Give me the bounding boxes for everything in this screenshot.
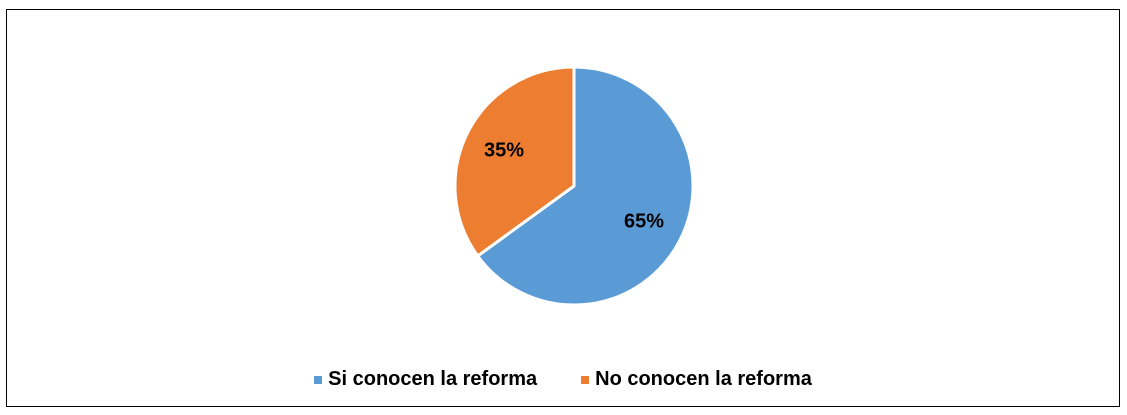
legend-item-si-conocen: Si conocen la reforma bbox=[314, 368, 537, 391]
pie-slice-no-conocen bbox=[453, 65, 576, 258]
chart-area: 65% 35% Si conocen la reforma No conocen … bbox=[6, 9, 1120, 407]
pie-slice-si-conocen bbox=[476, 65, 695, 307]
legend-swatch-no-conocen bbox=[581, 375, 590, 384]
legend-label-no-conocen: No conocen la reforma bbox=[595, 368, 812, 390]
data-label-si-conocen: 65% bbox=[624, 211, 664, 233]
legend-swatch-si-conocen bbox=[314, 375, 323, 384]
legend-label-si-conocen: Si conocen la reforma bbox=[328, 368, 538, 390]
legend-item-no-conocen: No conocen la reforma bbox=[581, 368, 812, 391]
pie-chart: 65% 35% bbox=[453, 65, 695, 307]
data-label-no-conocen: 35% bbox=[484, 139, 524, 161]
legend: Si conocen la reforma No conocen la refo… bbox=[7, 368, 1119, 391]
